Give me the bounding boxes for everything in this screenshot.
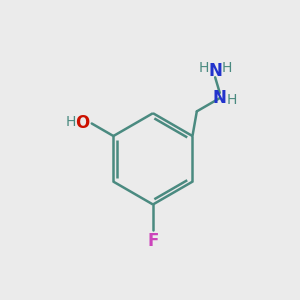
Text: H: H (199, 61, 209, 75)
Text: F: F (147, 232, 159, 250)
Text: N: N (213, 89, 227, 107)
Text: H: H (226, 93, 237, 106)
Text: H: H (221, 61, 232, 75)
Text: O: O (75, 115, 89, 133)
Text: N: N (208, 61, 222, 80)
Text: H: H (65, 115, 76, 129)
